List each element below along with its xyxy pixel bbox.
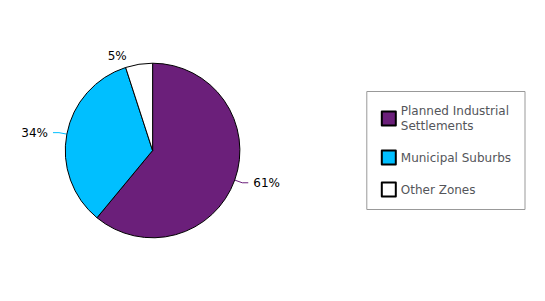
svg-text:Municipal Suburbs: Municipal Suburbs: [401, 151, 511, 165]
svg-text:61%: 61%: [253, 176, 280, 190]
svg-text:Other Zones: Other Zones: [401, 183, 476, 197]
svg-text:5%: 5%: [108, 49, 127, 63]
svg-text:Planned Industrial: Planned Industrial: [401, 104, 509, 118]
svg-text:34%: 34%: [21, 126, 48, 140]
svg-text:Settlements: Settlements: [401, 119, 474, 133]
